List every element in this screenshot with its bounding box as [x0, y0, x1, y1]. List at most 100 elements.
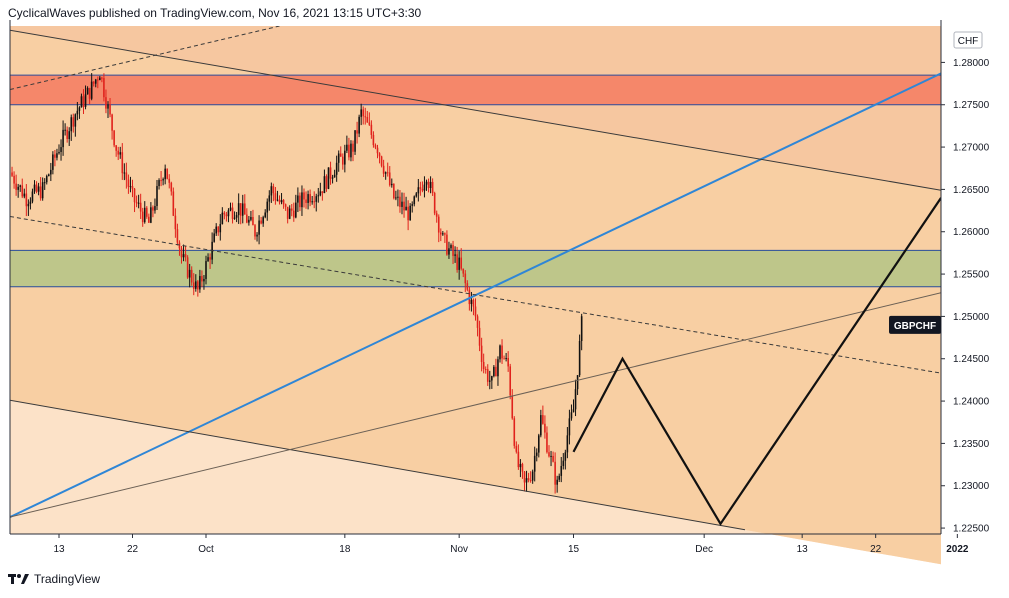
- candle-body: [174, 215, 177, 230]
- candle-body: [327, 167, 330, 189]
- candle-body: [239, 203, 242, 216]
- candle-body: [58, 151, 60, 154]
- candle-body: [321, 191, 324, 194]
- candle-body: [442, 233, 444, 235]
- candle-body: [417, 187, 420, 194]
- candle-body: [74, 114, 77, 127]
- candle-body: [154, 206, 156, 211]
- candle-body: [233, 217, 236, 219]
- candle-body: [437, 216, 440, 233]
- candle-body: [82, 96, 85, 107]
- candle-body: [515, 445, 518, 452]
- candle-body: [213, 233, 215, 242]
- candle-body: [123, 172, 126, 174]
- y-tick-label: 1.23000: [953, 481, 990, 492]
- price-axis-background: [941, 20, 1009, 564]
- candle-body: [399, 196, 401, 207]
- candle-body: [31, 191, 34, 202]
- tradingview-logo-icon: [8, 574, 29, 584]
- candle-body: [129, 186, 132, 188]
- candle-body: [550, 455, 552, 457]
- candle-body: [493, 366, 495, 377]
- candle-body: [505, 358, 507, 360]
- candle-body: [209, 257, 211, 260]
- candle-body: [243, 203, 246, 215]
- candle-body: [60, 147, 62, 152]
- candle-body: [15, 183, 17, 190]
- candle-body: [56, 153, 58, 158]
- candle-body: [337, 153, 340, 163]
- candle-body: [17, 186, 19, 190]
- candle-body: [413, 196, 416, 205]
- footer-brand[interactable]: TradingView: [8, 572, 100, 586]
- y-tick-label: 1.23500: [953, 439, 990, 450]
- candle-body: [23, 193, 26, 197]
- candle-body: [444, 233, 446, 235]
- candle-body: [107, 104, 109, 109]
- candle-body: [76, 110, 79, 115]
- candle-body: [382, 165, 385, 174]
- wave-projection: [572, 197, 941, 526]
- plot-area[interactable]: [10, 26, 941, 531]
- candle-body: [66, 129, 68, 140]
- y-tick-label: 1.22500: [953, 524, 990, 535]
- candle-body: [397, 196, 399, 198]
- candle-body: [43, 182, 46, 184]
- symbol-label: GBPCHF: [894, 321, 936, 332]
- candle-body: [280, 200, 283, 203]
- candle-body: [491, 376, 493, 381]
- y-tick-label: 1.26000: [953, 227, 990, 238]
- x-tick-label: 22: [127, 544, 139, 555]
- candle-body: [395, 197, 397, 199]
- y-tick-label: 1.28000: [953, 58, 990, 69]
- candle-body: [495, 366, 497, 377]
- candle-body: [156, 186, 158, 207]
- candle-body: [335, 162, 338, 175]
- candle-body: [317, 195, 320, 197]
- candle-body: [501, 345, 503, 359]
- candle-body: [270, 186, 273, 196]
- candle-body: [164, 168, 166, 180]
- candle-body: [474, 306, 477, 317]
- candle-body: [431, 181, 434, 193]
- candle-body: [403, 201, 405, 211]
- candle-body: [439, 232, 442, 235]
- candle-body: [158, 180, 160, 187]
- candle-body: [433, 192, 436, 214]
- candle-body: [393, 183, 395, 199]
- candle-body: [366, 117, 369, 123]
- candle-body: [452, 245, 454, 256]
- candle-body: [558, 475, 561, 480]
- candle-body: [201, 276, 203, 282]
- candle-body: [268, 195, 271, 202]
- candle-body: [462, 268, 465, 274]
- candle-body: [101, 77, 103, 79]
- candle-body: [84, 94, 87, 107]
- candle-body: [521, 463, 524, 472]
- candle-body: [350, 143, 352, 158]
- candle-body: [482, 361, 485, 370]
- candle-body: [21, 185, 24, 197]
- candle-body: [562, 460, 565, 466]
- candle-body: [388, 172, 391, 186]
- candle-body: [305, 199, 307, 203]
- candle-body: [401, 201, 403, 207]
- candle-body: [109, 104, 111, 115]
- candle-body: [486, 369, 489, 382]
- candle-body: [548, 452, 550, 457]
- candle-body: [476, 316, 479, 328]
- candle-body: [301, 192, 303, 208]
- y-tick-label: 1.24000: [953, 397, 990, 408]
- candle-body: [533, 455, 536, 472]
- candle-body: [248, 219, 250, 223]
- candle-body: [407, 206, 409, 221]
- candle-body: [378, 153, 381, 157]
- candle-body: [376, 147, 379, 154]
- candle-body: [323, 176, 326, 194]
- candle-body: [384, 172, 387, 174]
- candle-body: [86, 87, 89, 95]
- projection-path: [572, 197, 941, 526]
- x-tick-label: 22: [870, 544, 882, 555]
- candle-body: [360, 109, 362, 117]
